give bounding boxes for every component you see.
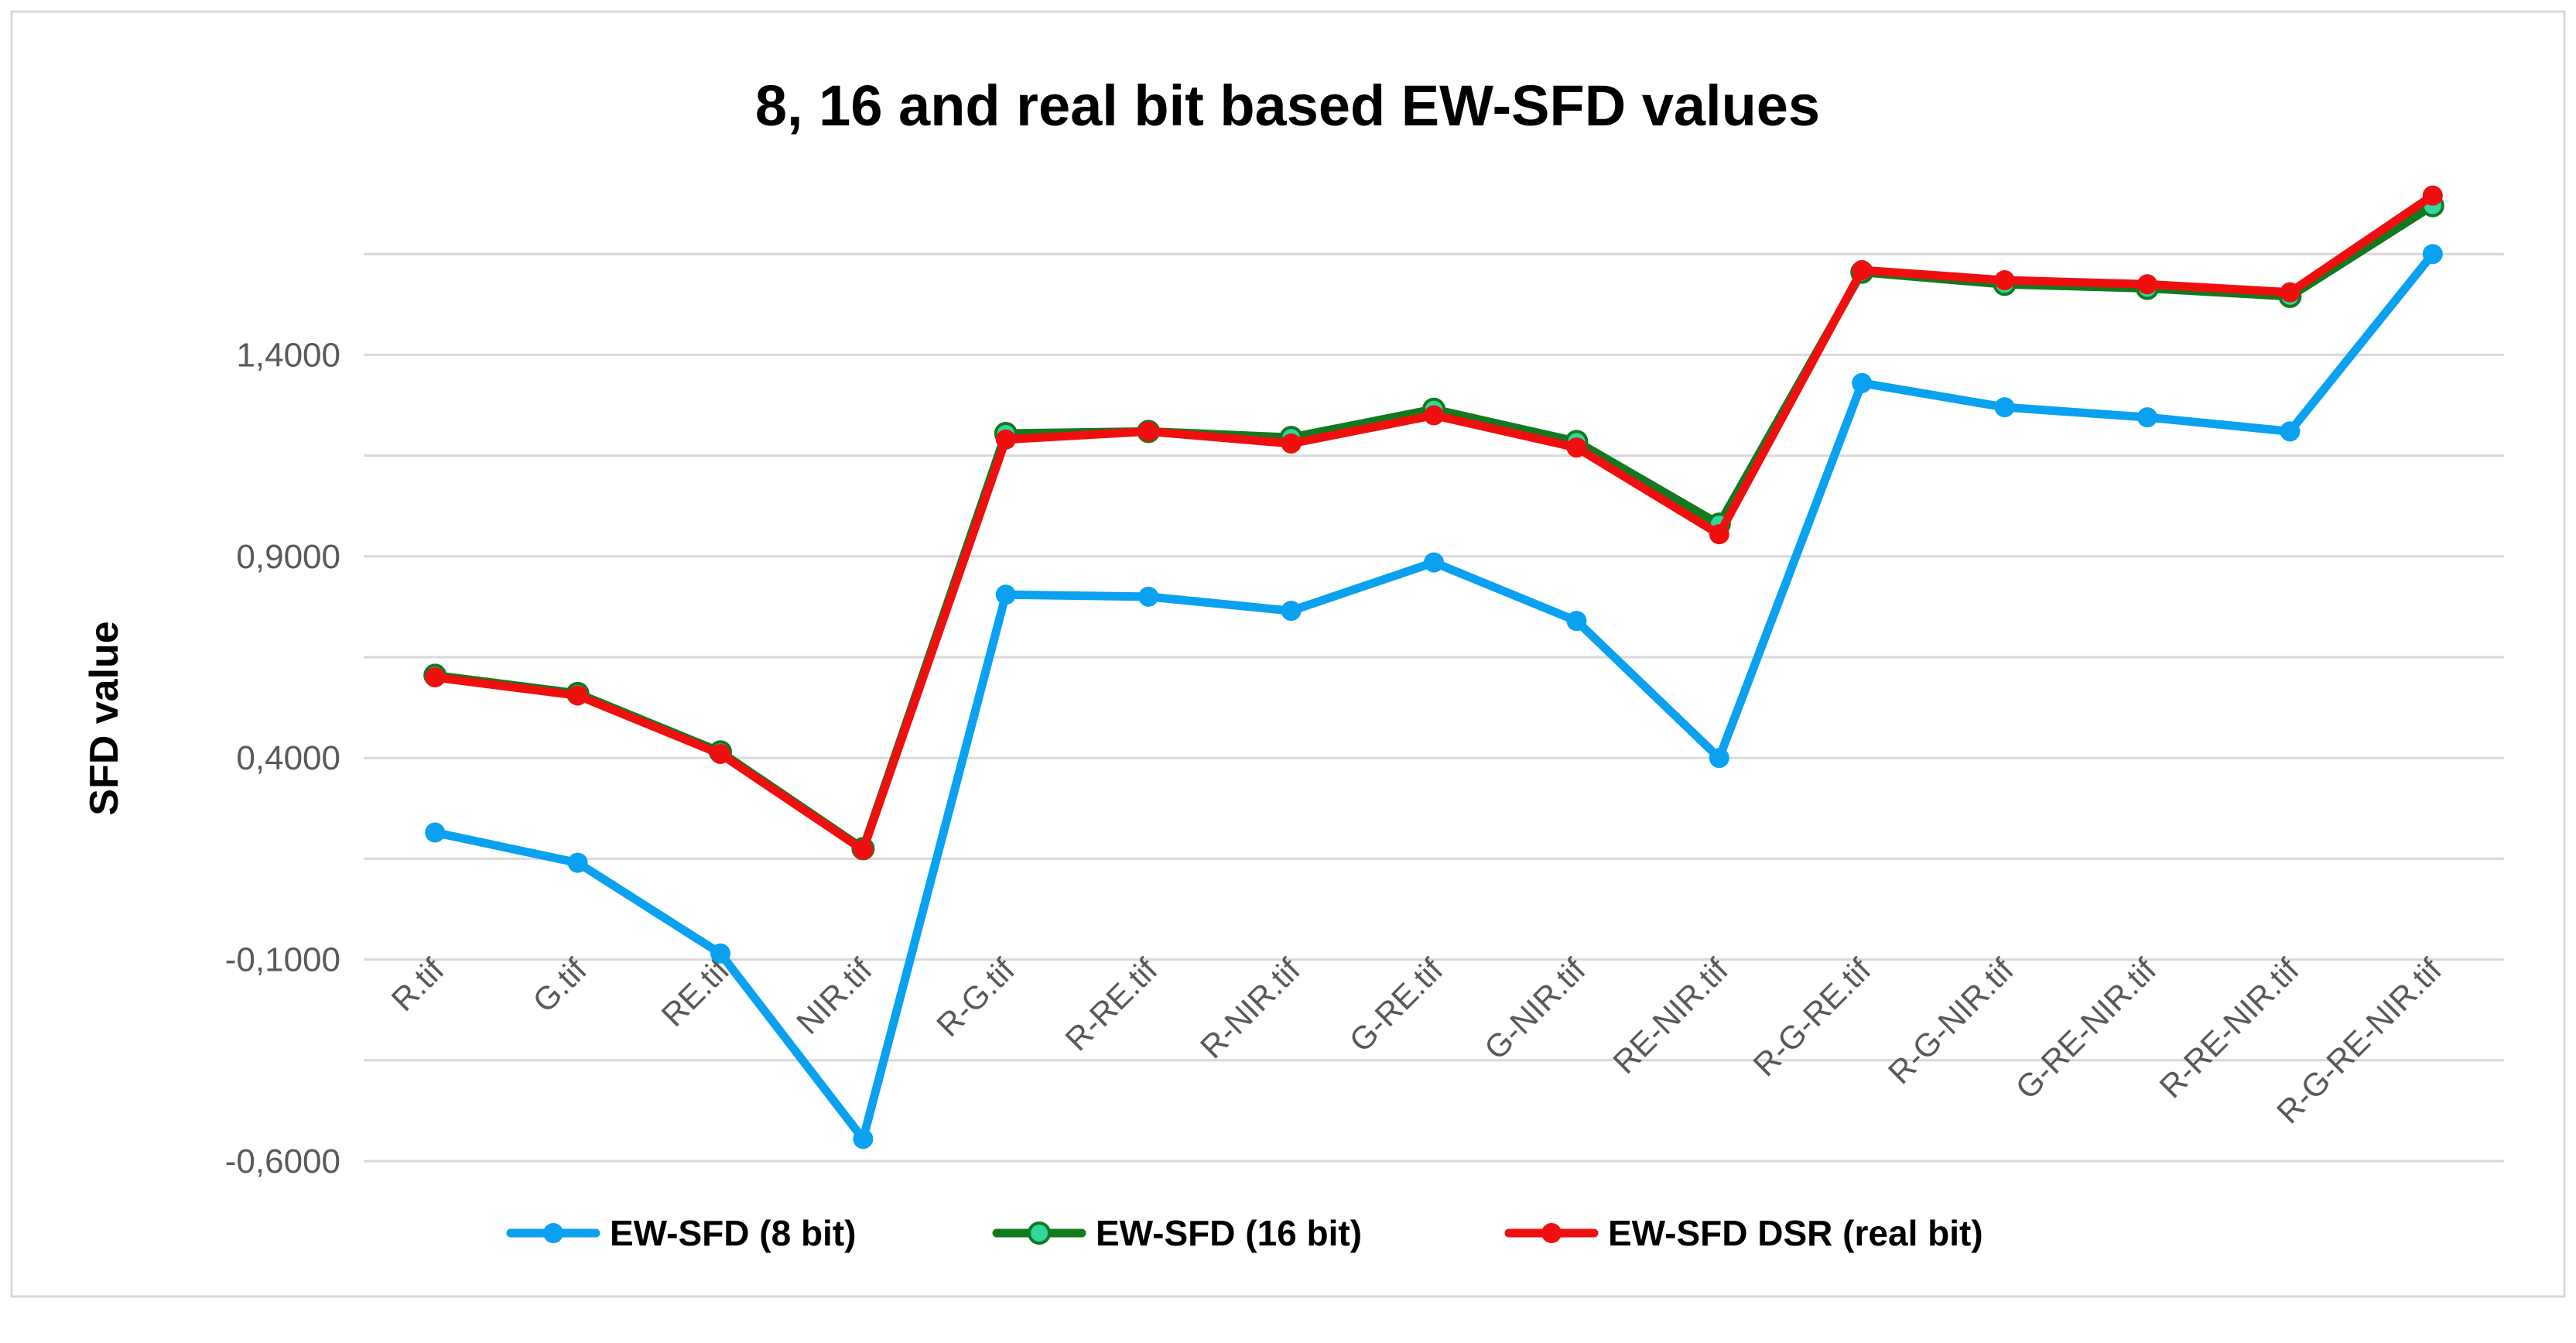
- legend-label: EW-SFD DSR (real bit): [1608, 1213, 1983, 1253]
- data-point: [1994, 397, 2015, 418]
- data-point: [1709, 524, 1729, 545]
- data-point: [710, 943, 730, 964]
- data-point: [995, 584, 1016, 605]
- series-1: [425, 244, 2443, 1149]
- data-point: [853, 839, 874, 860]
- legend-item-2[interactable]: EW-SFD (16 bit): [992, 1213, 1362, 1253]
- data-point: [2280, 421, 2301, 442]
- data-point: [1852, 260, 1873, 281]
- data-point: [1709, 748, 1729, 769]
- y-tick-label: 0,4000: [236, 739, 340, 777]
- data-point: [2422, 185, 2443, 206]
- legend-label: EW-SFD (16 bit): [1096, 1213, 1362, 1253]
- series-lines: [423, 185, 2444, 1149]
- data-point: [1566, 611, 1587, 632]
- data-point: [2137, 407, 2157, 428]
- data-point: [1424, 405, 1444, 426]
- legend-swatch-marker: [1541, 1223, 1562, 1243]
- legend-swatch-marker: [1028, 1221, 1051, 1245]
- series-3: [425, 185, 2443, 860]
- y-tick-label: -0,1000: [225, 941, 340, 979]
- data-point: [1281, 601, 1302, 622]
- data-point: [1138, 421, 1159, 442]
- y-tick-label: -0,6000: [225, 1143, 340, 1180]
- data-point: [853, 1129, 874, 1149]
- data-point: [2137, 274, 2157, 295]
- legend-item-1[interactable]: EW-SFD (8 bit): [506, 1213, 856, 1253]
- data-point: [1566, 437, 1587, 458]
- data-point: [567, 852, 588, 873]
- data-point: [1994, 270, 2015, 291]
- chart-title: 8, 16 and real bit based EW-SFD values: [755, 74, 1820, 138]
- data-point: [1281, 433, 1302, 454]
- data-point: [567, 685, 588, 706]
- data-point: [995, 429, 1016, 450]
- y-axis-label: SFD value: [82, 621, 127, 815]
- legend-item-3[interactable]: EW-SFD DSR (real bit): [1504, 1213, 1983, 1253]
- data-point: [1424, 552, 1444, 573]
- data-point: [2422, 244, 2443, 265]
- legend[interactable]: EW-SFD (8 bit) EW-SFD (16 bit) EW-SFD DSR …: [506, 1213, 1983, 1253]
- data-point: [1852, 372, 1873, 393]
- data-point: [425, 667, 446, 688]
- y-axis-ticks: -0,6000 -0,1000 0,4000 0,9000 1,4000: [225, 336, 340, 1180]
- data-point: [1138, 586, 1159, 607]
- legend-swatch-marker: [543, 1223, 563, 1243]
- legend-label: EW-SFD (8 bit): [610, 1213, 856, 1253]
- data-point: [710, 743, 730, 764]
- chart-frame: [10, 10, 2566, 1298]
- y-tick-label: 0,9000: [236, 538, 340, 576]
- data-point: [425, 822, 446, 843]
- data-point: [2280, 282, 2301, 303]
- y-tick-label: 1,4000: [236, 336, 340, 374]
